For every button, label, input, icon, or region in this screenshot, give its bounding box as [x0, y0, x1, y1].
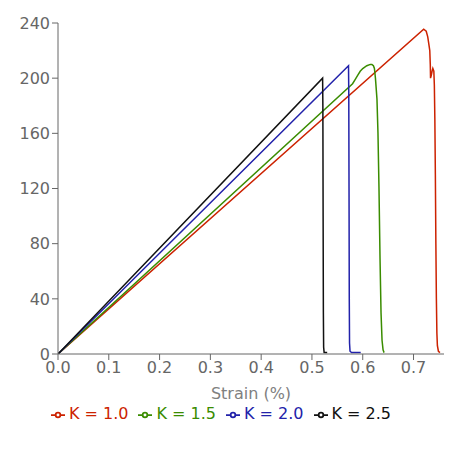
- html-text:K = 1.0: K = 1.0: [69, 404, 129, 423]
- svg-text:0.1: 0.1: [96, 358, 121, 377]
- svg-text:Strain (%): Strain (%): [211, 384, 291, 403]
- svg-text:120: 120: [19, 179, 50, 198]
- svg-text:0: 0: [40, 345, 50, 364]
- html-text:K = 2.5: K = 2.5: [331, 404, 391, 423]
- svg-text:80: 80: [30, 234, 50, 253]
- svg-text:0.3: 0.3: [198, 358, 223, 377]
- svg-text:0.0: 0.0: [45, 358, 71, 378]
- svg-text:0.5: 0.5: [299, 358, 324, 377]
- svg-text:0.4: 0.4: [248, 358, 273, 377]
- html-text:K = 1.5: K = 1.5: [156, 404, 216, 423]
- html-text:K = 2.0: K = 2.0: [244, 404, 304, 423]
- svg-text:240: 240: [19, 14, 50, 33]
- svg-text:200: 200: [19, 69, 50, 88]
- svg-text:160: 160: [19, 124, 50, 143]
- svg-text:0.6: 0.6: [350, 358, 375, 377]
- svg-text:0.2: 0.2: [147, 358, 172, 377]
- svg-text:0.7: 0.7: [401, 358, 426, 377]
- svg-text:40: 40: [30, 290, 50, 309]
